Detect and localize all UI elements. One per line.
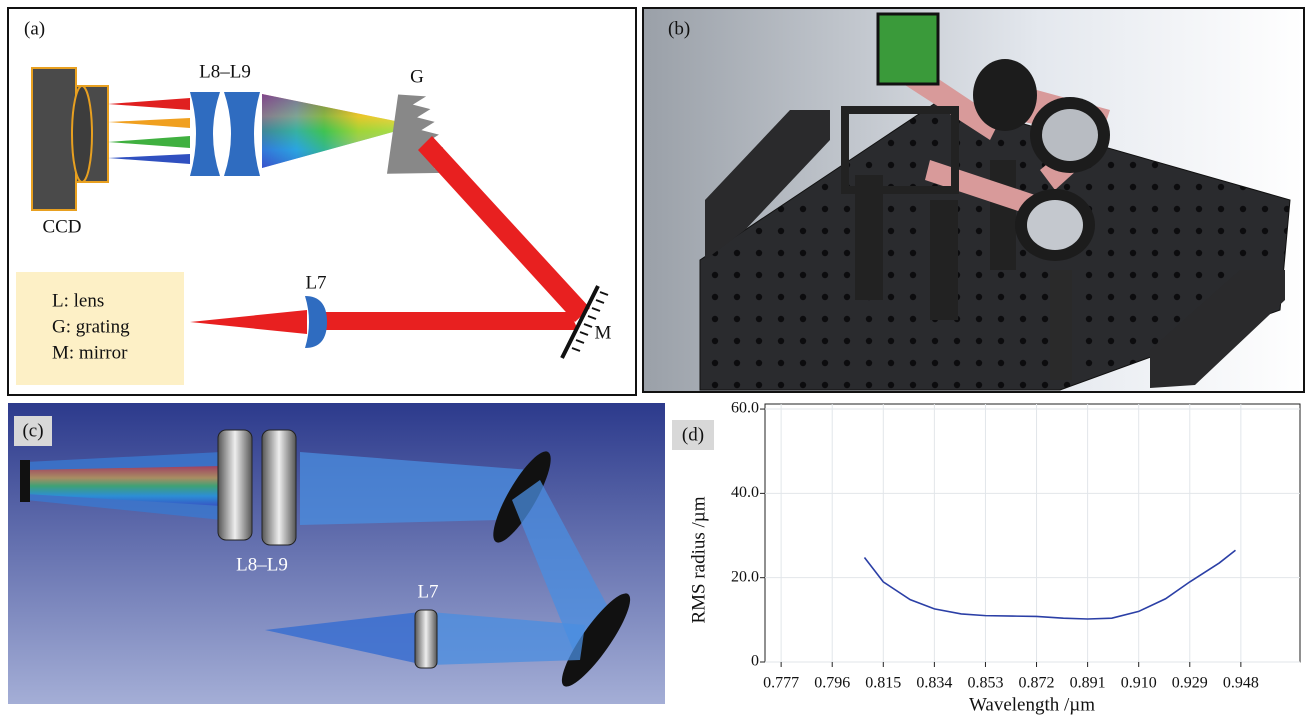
panel-label: (b) [668,18,690,39]
component-label: G [410,66,424,87]
post [990,160,1016,270]
x-tick-label: 0.929 [1172,675,1208,692]
lens-l8 [218,430,252,540]
component-label: M [595,322,612,343]
x-tick-label: 0.891 [1070,675,1106,692]
y-tick-label: 60.0 [731,400,759,417]
x-tick-label: 0.796 [814,675,850,692]
post [1050,270,1072,380]
beam [325,312,578,330]
y-axis-title: RMS radius /µm [688,496,709,623]
x-tick-label: 0.815 [865,675,901,692]
mirror [1042,109,1098,161]
x-tick-label: 0.948 [1223,675,1259,692]
lens-l9 [262,430,296,545]
x-tick-label: 0.777 [763,675,799,692]
x-tick-label: 0.872 [1019,675,1055,692]
component-label: L8–L9 [199,61,251,82]
panel-label: (c) [22,420,43,441]
camera [878,14,938,84]
component-label: L7 [417,581,438,602]
panel-label: (a) [24,18,45,39]
component-label: L8–L9 [236,554,288,575]
x-axis-title: Wavelength /µm [969,694,1095,715]
detector [20,460,30,502]
legend-entry: L: lens [52,290,104,311]
panel-label: (d) [682,424,704,445]
page: {"panel_a": {"label": "(a)", "ccd": "CCD… [0,0,1308,720]
plot-area [765,404,1300,662]
lens-l7 [415,610,437,668]
post [930,200,958,320]
figure: (a) L8–L9 G CCD L7 M L: lens G: grating … [0,0,1308,720]
component-label: L7 [305,272,326,293]
mount [973,59,1037,131]
ccd-body [32,68,76,210]
legend-entry: M: mirror [52,342,128,363]
y-tick-label: 20.0 [731,568,759,585]
component-label: CCD [42,216,81,237]
x-tick-label: 0.910 [1121,675,1157,692]
x-tick-label: 0.853 [967,675,1003,692]
y-tick-label: 0 [751,653,759,670]
ccd-lens [72,86,92,182]
panel-b: (b) [643,8,1304,392]
y-tick-label: 40.0 [731,484,759,501]
panel-d: (d) Wavelength /µm RMS radius /µm 0 20.0 4… [672,400,1300,716]
grating [1027,200,1083,250]
legend-entry: G: grating [52,316,130,337]
x-tick-label: 0.834 [916,675,952,692]
panel-c: (c) L8–L9 L7 [8,403,665,704]
panel-a: (a) L8–L9 G CCD L7 M L: lens G: grating … [8,8,636,395]
